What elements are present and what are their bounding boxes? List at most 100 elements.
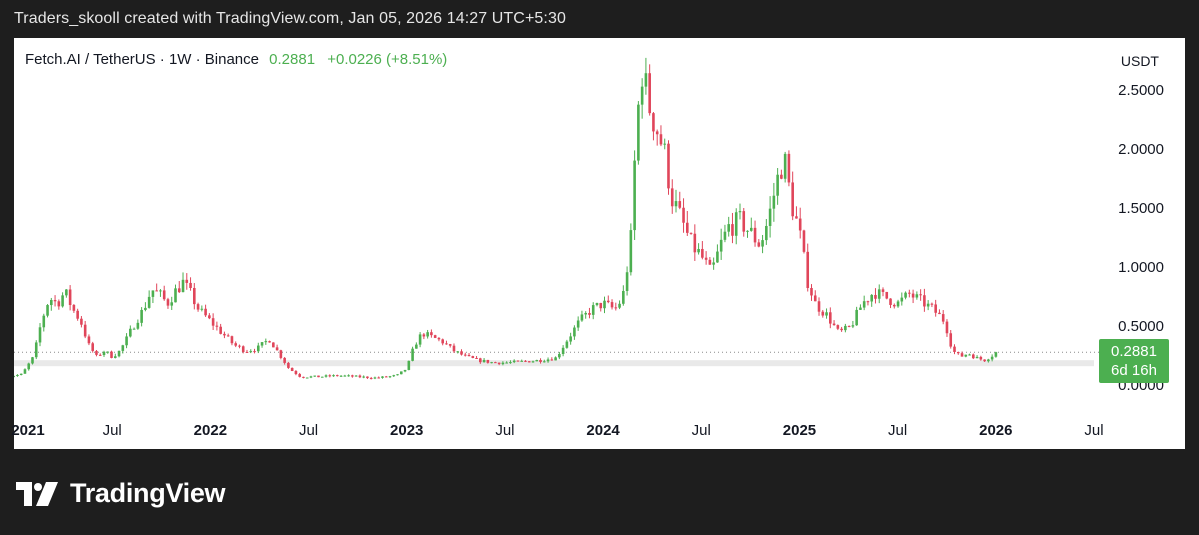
y-tick-label: 1.0000: [1118, 259, 1164, 277]
candle-body: [283, 357, 286, 363]
candle-body: [742, 211, 746, 232]
candle-body: [945, 321, 949, 334]
candle-body: [573, 327, 576, 337]
candle-body: [264, 341, 268, 343]
candle-body: [445, 343, 448, 345]
candle-body: [637, 104, 640, 161]
candle-body: [238, 345, 241, 347]
candle-body: [859, 307, 862, 310]
candle-body: [558, 353, 561, 358]
candle-body: [776, 174, 779, 196]
candle-body: [670, 188, 674, 207]
candle-body: [983, 359, 986, 362]
candle-body: [159, 290, 162, 292]
candle-body: [384, 376, 388, 378]
candle-body: [874, 294, 877, 299]
candle-body: [949, 333, 953, 347]
candle-body: [294, 371, 298, 375]
candle-body: [749, 227, 753, 231]
candle-body: [550, 359, 554, 361]
y-tick-label: 0.5000: [1118, 318, 1164, 336]
candle-body: [772, 195, 776, 209]
candle-body: [68, 289, 72, 306]
brand[interactable]: TradingView: [16, 478, 226, 509]
candle-body: [844, 325, 847, 331]
candle-body: [19, 373, 23, 375]
candle-body: [275, 347, 279, 351]
candle-body: [821, 311, 825, 316]
candle-body: [53, 300, 57, 302]
candle-body: [524, 360, 527, 362]
candle-body: [305, 377, 309, 379]
price-scale-unit[interactable]: USDT: [1120, 53, 1159, 69]
candle-body: [542, 361, 546, 363]
candle-body: [494, 362, 497, 364]
candle-body: [832, 323, 836, 326]
candle-body: [129, 328, 132, 337]
candle-body: [42, 315, 46, 328]
candle-body: [516, 360, 520, 362]
candle-body: [795, 216, 798, 219]
candle-body: [591, 305, 595, 315]
candle-body: [640, 86, 644, 105]
candle-body: [215, 325, 219, 327]
candle-body: [113, 356, 117, 358]
candle-body: [234, 343, 238, 346]
chart-panel[interactable]: Fetch.AI / TetherUS · 1W · Binance 0.288…: [11, 38, 1185, 449]
brand-name: TradingView: [70, 478, 226, 508]
candle-body: [663, 143, 667, 145]
candle-body: [193, 287, 196, 305]
candle-body: [610, 302, 614, 308]
candle-body: [83, 324, 87, 337]
candle-body: [904, 292, 907, 298]
candle-body: [644, 73, 648, 87]
candle-body: [336, 375, 339, 377]
candle-body: [855, 309, 858, 326]
candle-body: [57, 301, 61, 307]
candle-body: [479, 358, 482, 363]
candle-body: [629, 230, 633, 273]
candle-body: [802, 230, 806, 252]
price-badge: 0.2881 6d 16h: [1099, 339, 1169, 383]
candle-body: [757, 242, 761, 247]
candle-body: [339, 375, 343, 377]
candle-body: [482, 359, 486, 363]
candle-body: [527, 361, 531, 363]
candle-body: [765, 225, 768, 241]
candle-body: [46, 305, 49, 316]
y-tick-label: 1.5000: [1118, 200, 1164, 218]
candle-body: [151, 290, 155, 297]
candle-body: [889, 298, 892, 305]
candle-body: [862, 301, 866, 308]
candle-body: [347, 375, 350, 377]
candle-body: [953, 346, 956, 352]
candle-body: [287, 362, 290, 368]
y-tick-label: 2.5000: [1118, 82, 1164, 100]
candle-body: [648, 73, 651, 114]
x-tick-label: 2023: [390, 422, 424, 439]
candle-body: [956, 351, 960, 354]
tradingview-logo-icon: [16, 481, 58, 506]
candle-body: [881, 289, 885, 292]
candle-body: [392, 375, 396, 377]
candlestick-chart[interactable]: [14, 38, 1185, 449]
candle-body: [704, 257, 708, 260]
candle-body: [497, 362, 501, 365]
candle-body: [95, 350, 98, 355]
candle-body: [885, 291, 889, 299]
candle-body: [132, 328, 136, 330]
candle-body: [38, 327, 42, 343]
candle-body: [603, 300, 606, 309]
candle-body: [256, 345, 260, 352]
candle-body: [460, 351, 463, 355]
candle-body: [324, 375, 328, 377]
candle-body: [667, 143, 670, 189]
candle-body: [633, 160, 636, 231]
candle-body: [362, 376, 365, 378]
candle-body: [753, 227, 757, 243]
candle-body: [177, 288, 181, 293]
candle-body: [674, 201, 678, 207]
candle-body: [686, 222, 689, 233]
candle-body: [196, 304, 200, 310]
candle-body: [926, 303, 930, 307]
